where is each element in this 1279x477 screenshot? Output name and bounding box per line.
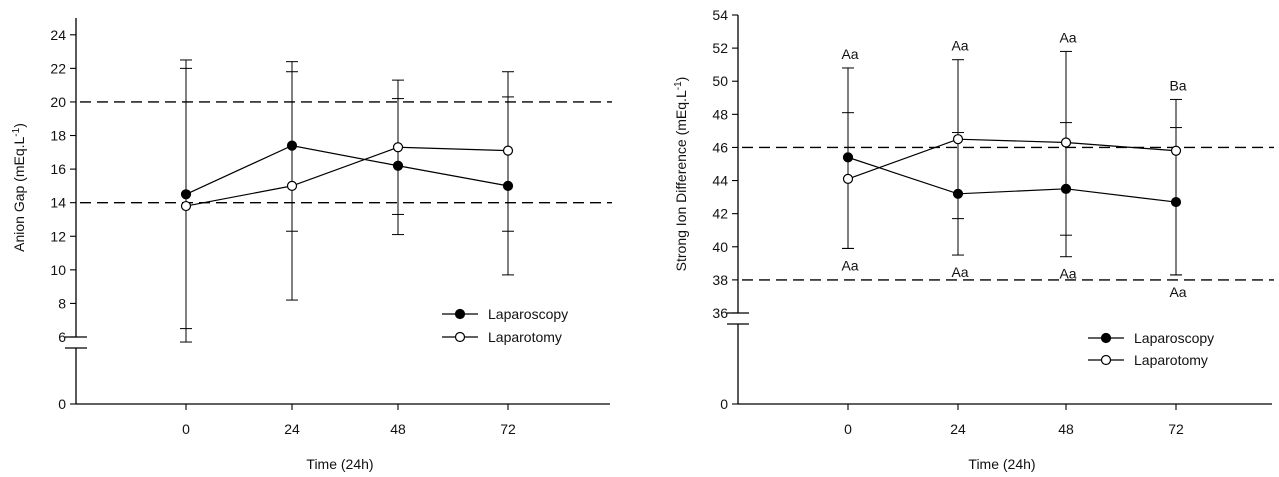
y-axis-label-close: ) (11, 123, 27, 128)
y-tick-label: 0 (58, 396, 66, 412)
legend-label: Laparotomy (488, 329, 562, 345)
data-point-laparoscopy (952, 188, 964, 199)
y-tick-label: 22 (50, 60, 66, 76)
x-tick-label: 0 (844, 421, 852, 437)
y-tick-label: 24 (50, 27, 66, 43)
y-tick-label: 10 (50, 262, 66, 278)
y-axis-label: Anion Gap (mEq.L-1) (11, 123, 28, 252)
annotation-label: Aa (951, 38, 968, 54)
y-tick-label: 6 (58, 329, 66, 345)
series-line-laparotomy (185, 146, 509, 207)
legend-marker (1100, 354, 1112, 366)
y-tick-label: 44 (712, 173, 728, 189)
y-axis-label: Strong Ion Difference (mEq.L-1) (673, 77, 690, 272)
y-tick-label: 38 (712, 272, 728, 288)
legend-label: Laparoscopy (488, 306, 568, 322)
annotation-label: Aa (841, 257, 858, 273)
annotation-label: Ba (1169, 77, 1186, 93)
y-tick-label: 42 (712, 206, 728, 222)
y-tick-label: 52 (712, 40, 728, 56)
legend-label: Laparoscopy (1134, 330, 1214, 346)
series-line-laparotomy (847, 138, 1177, 180)
y-tick-label: 46 (712, 139, 728, 155)
y-tick-label: 14 (50, 195, 66, 211)
data-point-laparoscopy (180, 189, 192, 200)
y-axis-label-superscript: -1 (11, 127, 22, 136)
data-point-laparoscopy (502, 180, 514, 191)
y-tick-label: 8 (58, 295, 66, 311)
data-point-laparotomy (952, 134, 964, 145)
x-axis-label: Time (24h) (968, 456, 1035, 472)
legend-marker (454, 331, 466, 343)
x-tick-label: 0 (182, 421, 190, 437)
data-point-laparotomy (286, 180, 298, 191)
x-tick-label: 48 (1058, 421, 1074, 437)
y-tick-label: 12 (50, 228, 66, 244)
data-point-laparotomy (502, 145, 514, 156)
x-tick-label: 72 (500, 421, 516, 437)
data-point-laparotomy (1170, 145, 1182, 156)
series-line-laparoscopy (847, 156, 1177, 203)
annotation-label: Aa (1059, 29, 1076, 45)
y-tick-label: 54 (712, 7, 728, 23)
y-tick-label: 18 (50, 128, 66, 144)
y-tick-label: 48 (712, 106, 728, 122)
x-tick-label: 24 (284, 421, 300, 437)
data-point-laparotomy (1060, 137, 1072, 148)
y-tick-label: 36 (712, 305, 728, 321)
annotation-label: Aa (1169, 284, 1186, 300)
data-point-laparotomy (842, 173, 854, 184)
x-axis-label: Time (24h) (306, 456, 373, 472)
annotation-label: Aa (841, 46, 858, 62)
y-tick-label: 20 (50, 94, 66, 110)
data-point-laparoscopy (842, 152, 854, 163)
y-axis-label-main: Strong Ion Difference (mEq.L (673, 90, 689, 271)
data-point-laparoscopy (1060, 183, 1072, 194)
data-point-laparotomy (392, 142, 404, 153)
series-line-laparoscopy (185, 144, 509, 195)
x-tick-label: 48 (390, 421, 406, 437)
data-point-laparotomy (180, 200, 192, 212)
data-point-laparoscopy (286, 140, 298, 151)
data-point-laparoscopy (1170, 196, 1182, 208)
chart-2: 0 36 38 40 42 44 46 48 50 52 54 0 24 48 72 Time (24h) St… (673, 7, 1274, 472)
legend-marker (454, 308, 466, 320)
y-tick-label: 50 (712, 73, 728, 89)
y-tick-label: 16 (50, 161, 66, 177)
y-tick-label: 0 (720, 396, 728, 412)
chart-1: 0 6 8 10 12 14 16 18 20 22 24 0 24 48 72 Time (24h) Anio… (11, 18, 612, 472)
x-tick-label: 72 (1168, 421, 1184, 437)
x-tick-label: 24 (950, 421, 966, 437)
annotation-label: Aa (1059, 266, 1076, 282)
annotation-label: Aa (951, 264, 968, 280)
y-tick-label: 40 (712, 239, 728, 255)
legend-label: Laparotomy (1134, 352, 1208, 368)
y-axis-label-superscript: -1 (673, 81, 684, 90)
y-axis-label-main: Anion Gap (mEq.L (11, 136, 27, 251)
data-point-laparoscopy (392, 160, 404, 171)
legend-marker (1100, 332, 1112, 344)
y-axis-label-close: ) (673, 77, 689, 82)
